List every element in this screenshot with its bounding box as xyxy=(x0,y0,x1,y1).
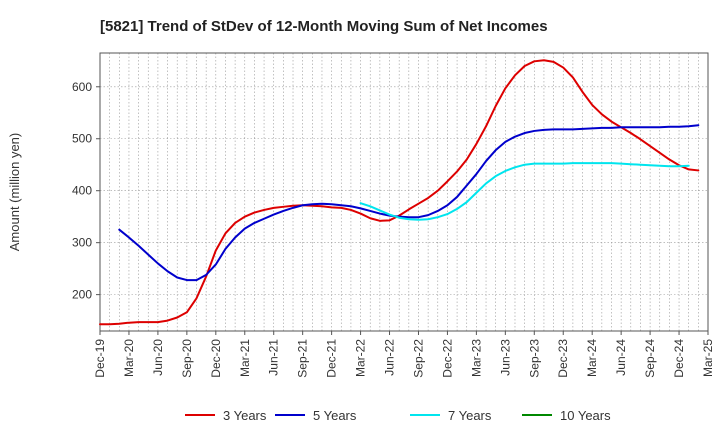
x-tick-label: Mar-25 xyxy=(701,339,715,377)
y-axis-label: Amount (million yen) xyxy=(7,133,22,252)
series-line-1 xyxy=(118,124,700,282)
x-tick-label: Mar-23 xyxy=(469,339,483,377)
x-tick-label: Sep-24 xyxy=(643,339,657,378)
x-tick-label: Dec-23 xyxy=(556,339,570,378)
x-tick-label: Dec-20 xyxy=(209,339,223,378)
series-line-2 xyxy=(359,162,690,221)
plot-area xyxy=(99,52,709,332)
y-tick-label: 300 xyxy=(72,236,92,250)
y-axis: 200 300 400 500 600 xyxy=(72,80,100,302)
legend-label-2: 7 Years xyxy=(448,408,492,423)
x-tick-label: Dec-22 xyxy=(440,339,454,378)
x-tick-label: Jun-21 xyxy=(267,339,281,376)
x-tick-label: Jun-20 xyxy=(151,339,165,376)
x-axis: Dec-19 Mar-20 Jun-20 Sep-20 Dec-20 Mar-21 Jun-… xyxy=(93,331,715,378)
grid xyxy=(99,53,709,331)
x-tick-label: Jun-23 xyxy=(498,339,512,376)
legend-label-1: 5 Years xyxy=(313,408,357,423)
x-tick-label: Sep-23 xyxy=(527,339,541,378)
x-tick-label: Jun-24 xyxy=(614,339,628,376)
chart-title: [5821] Trend of StDev of 12-Month Moving… xyxy=(100,18,548,35)
x-tick-label: Sep-22 xyxy=(411,339,425,378)
x-tick-label: Mar-22 xyxy=(354,339,368,377)
x-tick-label: Sep-20 xyxy=(180,339,194,378)
x-tick-label: Dec-24 xyxy=(672,339,686,378)
y-tick-label: 200 xyxy=(72,288,92,302)
x-tick-label: Sep-21 xyxy=(296,339,310,378)
legend-label-3: 10 Years xyxy=(560,408,611,423)
x-tick-label: Dec-19 xyxy=(93,339,107,378)
legend-label-0: 3 Years xyxy=(223,408,267,423)
y-tick-label: 400 xyxy=(72,184,92,198)
series-line-0 xyxy=(99,59,700,326)
x-tick-label: Mar-21 xyxy=(238,339,252,377)
legend: 3 Years 5 Years 7 Years 10 Years xyxy=(185,408,611,423)
x-tick-label: Dec-21 xyxy=(325,339,339,378)
x-tick-label: Mar-24 xyxy=(585,339,599,377)
series-group xyxy=(99,59,700,326)
y-tick-label: 500 xyxy=(72,132,92,146)
y-tick-label: 600 xyxy=(72,80,92,94)
x-tick-label: Mar-20 xyxy=(122,339,136,377)
x-tick-label: Jun-22 xyxy=(383,339,397,376)
